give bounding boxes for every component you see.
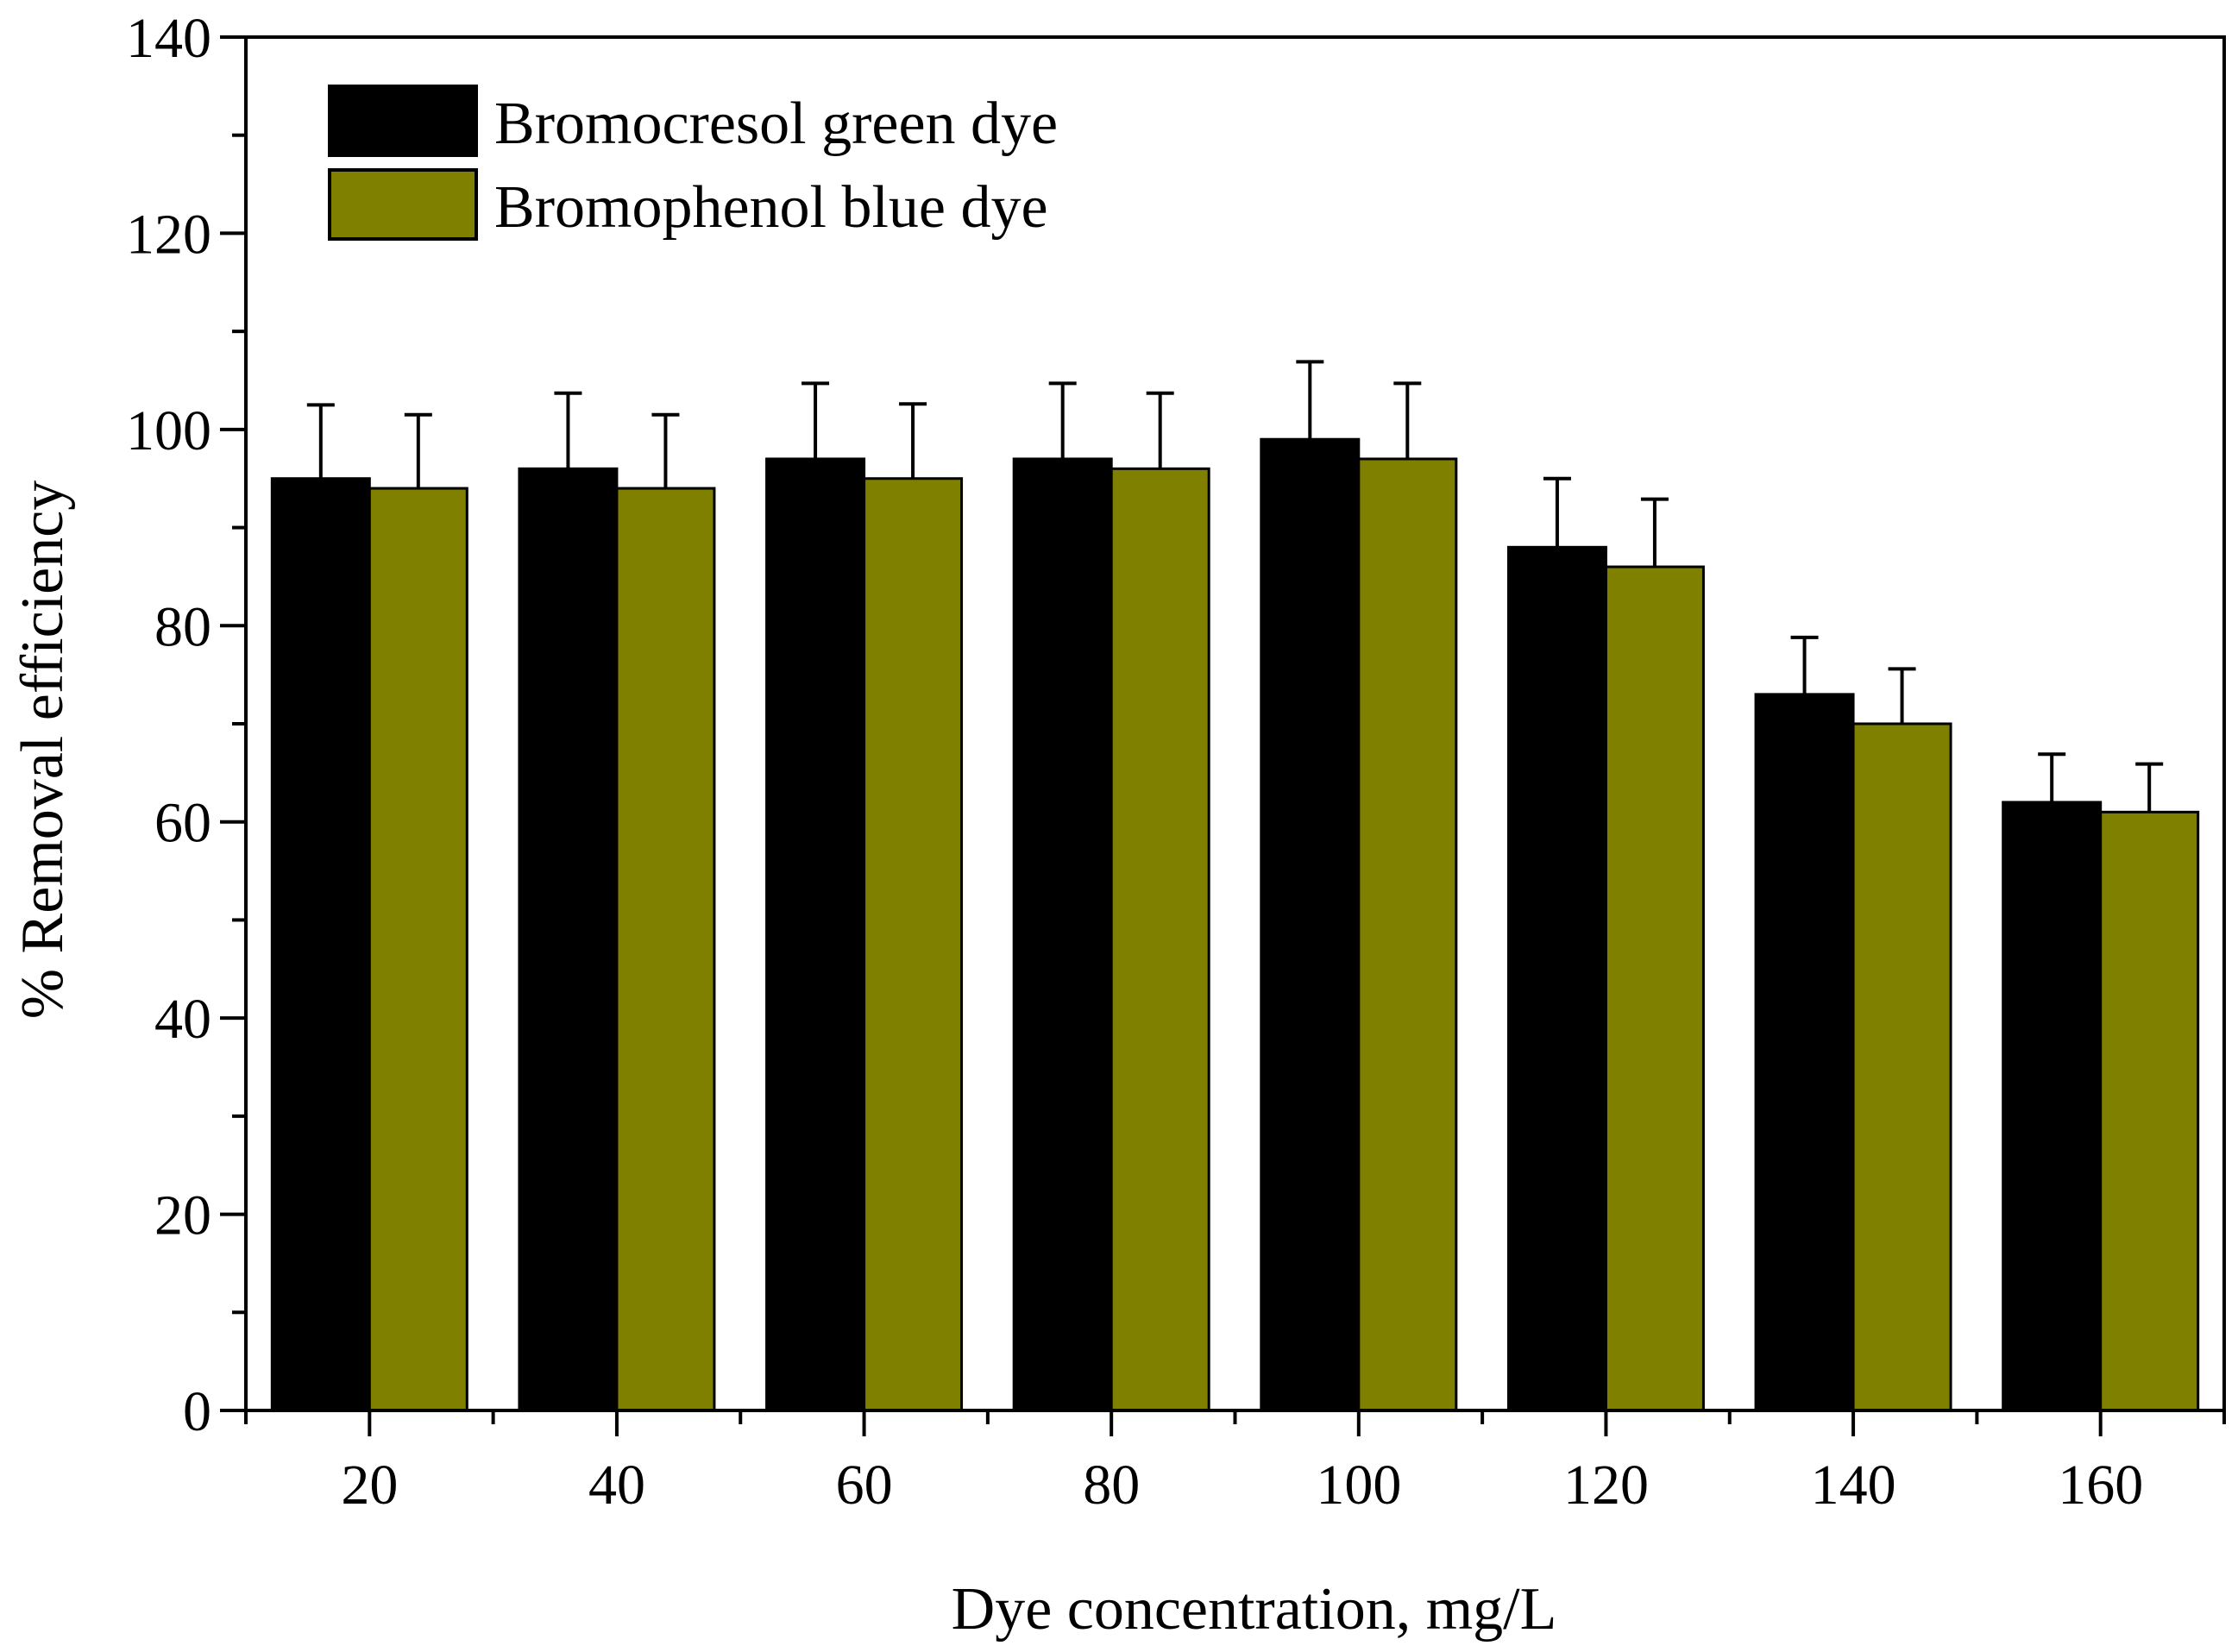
y-tick-label: 0 — [183, 1380, 211, 1443]
x-tick-label: 20 — [341, 1454, 398, 1517]
legend-label-bromocresol-green: Bromocresol green dye — [494, 91, 1058, 157]
bar-bromocresol-green-20 — [270, 477, 371, 1412]
bar-bromocresol-green-140 — [1754, 693, 1855, 1412]
y-axis: 0 20 40 60 80 100 120 140 — [126, 7, 246, 1443]
legend-swatch-bromocresol-green — [328, 85, 478, 157]
x-tick-label: 40 — [588, 1454, 645, 1517]
y-tick-label: 40 — [154, 988, 211, 1051]
x-tick-label: 140 — [1811, 1454, 1896, 1517]
bar-bromophenol-blue-100 — [1357, 457, 1458, 1412]
x-tick-label: 120 — [1563, 1454, 1649, 1517]
bar-bromophenol-blue-40 — [615, 487, 716, 1412]
y-tick-label: 80 — [154, 595, 211, 658]
bar-bromophenol-blue-80 — [1110, 467, 1210, 1412]
error-bars-layer — [306, 360, 2164, 813]
y-tick-label: 20 — [154, 1184, 211, 1247]
y-tick-label: 120 — [126, 203, 211, 266]
legend: Bromocresol green dye Bromophenol blue dy… — [328, 85, 1058, 241]
x-tick-label: 160 — [2058, 1454, 2143, 1517]
bar-bromocresol-green-40 — [518, 467, 619, 1412]
bar-bromocresol-green-100 — [1260, 437, 1361, 1412]
bars-layer — [270, 437, 2200, 1412]
y-tick-label: 100 — [126, 399, 211, 462]
y-tick-label: 60 — [154, 792, 211, 855]
bar-bromocresol-green-120 — [1506, 545, 1607, 1412]
x-axis-title: Dye concentration, mg/L — [952, 1576, 1557, 1643]
x-tick-label: 100 — [1316, 1454, 1401, 1517]
x-tick-label: 80 — [1083, 1454, 1140, 1517]
legend-label-bromophenol-blue: Bromophenol blue dye — [494, 174, 1048, 241]
x-tick-label: 60 — [836, 1454, 893, 1517]
bar-bromophenol-blue-60 — [863, 477, 964, 1412]
bar-bromophenol-blue-120 — [1604, 565, 1705, 1412]
bar-bromophenol-blue-160 — [2099, 810, 2200, 1412]
bar-bromophenol-blue-20 — [368, 487, 468, 1412]
legend-swatch-bromophenol-blue — [328, 168, 478, 241]
y-axis-title: % Removal efficiency — [9, 481, 76, 1020]
y-tick-label: 140 — [126, 7, 211, 70]
x-axis: 20 40 60 80 100 120 140 160 — [244, 1410, 2226, 1517]
bar-bromocresol-green-60 — [765, 457, 866, 1412]
bar-bromophenol-blue-140 — [1851, 722, 1952, 1412]
bar-bromocresol-green-80 — [1012, 457, 1113, 1412]
bar-bromocresol-green-160 — [2002, 801, 2103, 1412]
